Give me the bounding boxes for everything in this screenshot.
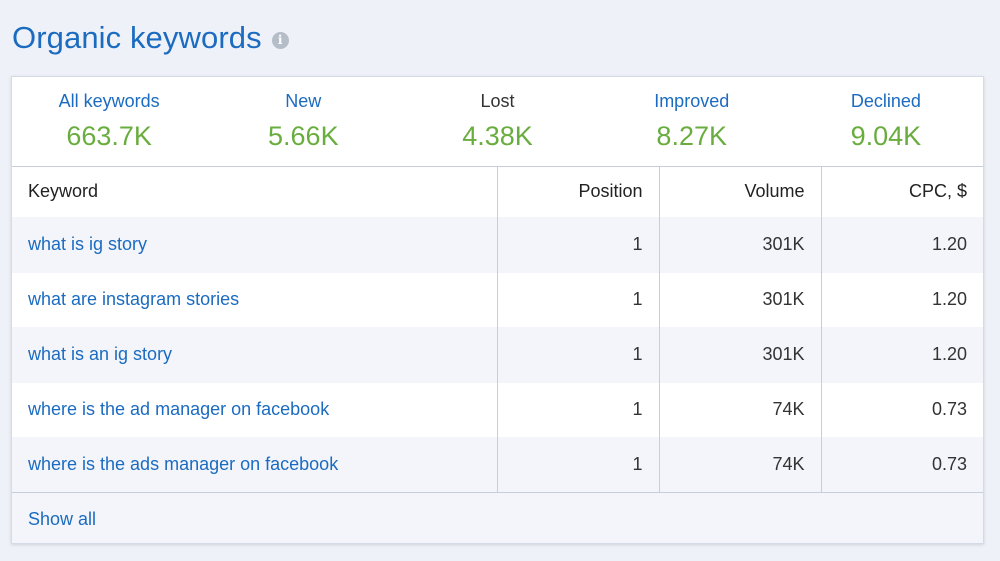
- cpc-cell: 0.73: [820, 381, 983, 437]
- info-icon[interactable]: i: [271, 31, 289, 49]
- page-title: Organic keywords: [12, 20, 262, 55]
- show-all-link[interactable]: Show all: [28, 508, 97, 529]
- stat-lost: Lost 4.38K: [400, 77, 594, 166]
- keyword-link[interactable]: where is the ads manager on facebook: [28, 454, 339, 474]
- column-header-volume[interactable]: Volume: [658, 167, 821, 217]
- stats-summary: All keywords 663.7K New 5.66K Lost 4.38K…: [12, 77, 983, 167]
- table-row: where is the ad manager on facebook 1 74…: [12, 381, 983, 437]
- position-cell: 1: [496, 216, 659, 272]
- stat-improved[interactable]: Improved 8.27K: [595, 77, 789, 166]
- keyword-cell: where is the ads manager on facebook: [12, 436, 497, 493]
- position-cell: 1: [496, 271, 659, 327]
- stat-label[interactable]: Improved: [654, 91, 730, 111]
- volume-cell: 74K: [658, 381, 821, 437]
- position-cell: 1: [496, 326, 659, 382]
- stat-new[interactable]: New 5.66K: [206, 77, 400, 166]
- column-header-keyword[interactable]: Keyword: [28, 181, 99, 202]
- table-row: what are instagram stories 1 301K 1.20: [12, 271, 983, 327]
- position-cell: 1: [496, 381, 659, 437]
- card-footer: Show all: [12, 492, 983, 543]
- table-header-row: Keyword Position Volume CPC, $: [12, 167, 983, 217]
- volume-cell: 301K: [658, 271, 821, 327]
- organic-keywords-card: All keywords 663.7K New 5.66K Lost 4.38K…: [11, 76, 984, 544]
- stat-label[interactable]: Declined: [850, 91, 921, 111]
- keywords-table: Keyword Position Volume CPC, $ what is i…: [12, 167, 983, 493]
- stat-value: 9.04K: [850, 121, 922, 151]
- volume-cell: 301K: [658, 216, 821, 272]
- keyword-link[interactable]: what is an ig story: [28, 344, 173, 364]
- widget-header: Organic keywords i: [12, 20, 289, 56]
- keyword-link[interactable]: what is ig story: [28, 234, 148, 254]
- table-row: where is the ads manager on facebook 1 7…: [12, 436, 983, 493]
- cpc-cell: 1.20: [820, 271, 983, 327]
- keyword-cell: what are instagram stories: [12, 271, 497, 327]
- keyword-link[interactable]: what are instagram stories: [28, 289, 240, 309]
- stat-declined[interactable]: Declined 9.04K: [789, 77, 983, 166]
- stat-label[interactable]: New: [285, 91, 322, 111]
- volume-cell: 301K: [658, 326, 821, 382]
- table-row: what is an ig story 1 301K 1.20: [12, 326, 983, 382]
- stat-value: 8.27K: [656, 121, 727, 151]
- cpc-cell: 1.20: [820, 326, 983, 382]
- cpc-cell: 1.20: [820, 216, 983, 272]
- keyword-link[interactable]: where is the ad manager on facebook: [28, 399, 330, 419]
- stat-all-keywords[interactable]: All keywords 663.7K: [12, 77, 206, 166]
- column-header-cpc[interactable]: CPC, $: [820, 167, 983, 217]
- stat-value: 663.7K: [66, 121, 152, 151]
- stat-label: Lost: [480, 91, 515, 111]
- column-header-position[interactable]: Position: [496, 167, 659, 217]
- keyword-cell: what is an ig story: [12, 326, 497, 382]
- stat-label[interactable]: All keywords: [58, 91, 160, 111]
- keyword-cell: where is the ad manager on facebook: [12, 381, 497, 437]
- position-cell: 1: [496, 436, 659, 493]
- table-row: what is ig story 1 301K 1.20: [12, 216, 983, 272]
- volume-cell: 74K: [658, 436, 821, 493]
- keyword-cell: what is ig story: [12, 216, 497, 272]
- stat-value: 4.38K: [462, 121, 533, 151]
- stat-value: 5.66K: [268, 121, 339, 151]
- cpc-cell: 0.73: [820, 436, 983, 493]
